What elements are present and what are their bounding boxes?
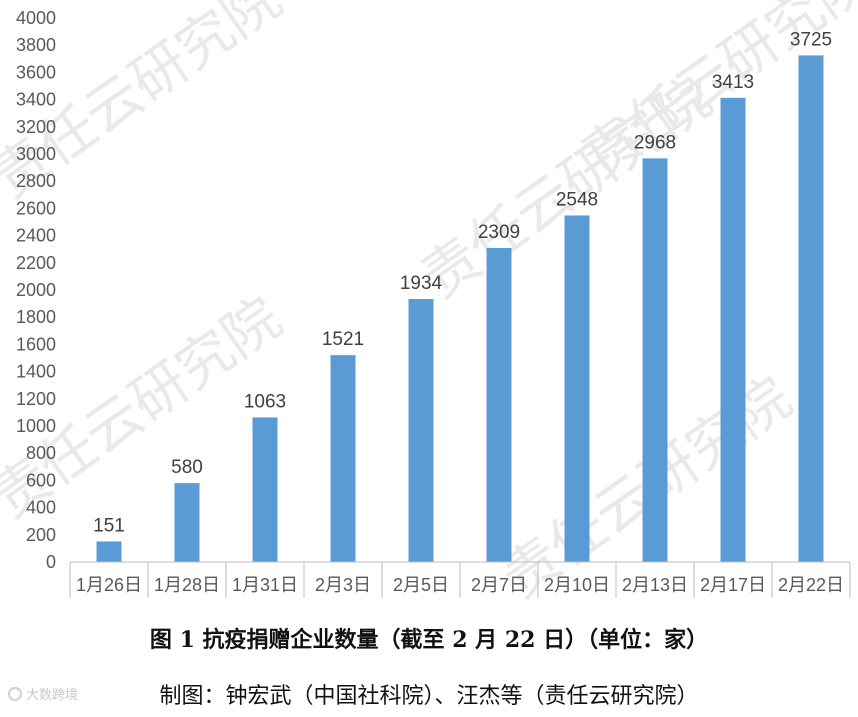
bars <box>96 55 824 563</box>
y-tick-label: 3800 <box>16 35 56 55</box>
x-axis: 1月26日 1月28日 1月31日 2月3日 2月5日 2月7日 2月10日 2月13日 2月1… <box>69 561 851 598</box>
bar-chart: 责任云研究院责任云研究院责任云研究院责任云研究院责任云研究院 020040060… <box>0 0 858 610</box>
y-tick-label: 4000 <box>16 8 56 28</box>
bar <box>642 158 668 563</box>
x-tick-label: 1月31日 <box>232 575 298 595</box>
x-tick-label: 2月5日 <box>393 575 449 595</box>
y-tick-label: 1800 <box>16 307 56 327</box>
bar <box>564 215 590 563</box>
y-tick-label: 1200 <box>16 389 56 409</box>
bar <box>330 355 356 562</box>
data-label: 1063 <box>244 391 286 412</box>
data-labels: 151 580 1063 1521 1934 2309 2548 2968 3413 3725 <box>93 29 832 536</box>
x-tick-label: 2月10日 <box>544 575 610 595</box>
x-tick-label: 2月22日 <box>778 575 844 595</box>
data-label: 2968 <box>634 132 676 153</box>
bar <box>720 97 746 562</box>
bar <box>174 483 200 562</box>
figure-credit: 制图：钟宏武（中国社科院）、汪杰等（责任云研究院） <box>159 684 699 709</box>
data-label: 3725 <box>790 29 832 50</box>
x-tick-label: 2月3日 <box>315 575 371 595</box>
y-tick-label: 2200 <box>16 253 56 273</box>
y-tick-label: 3600 <box>16 62 56 82</box>
bar <box>96 541 122 562</box>
y-axis-ticks: 0 200 400 600 800 1000 1200 1400 1600 1800 2000 220… <box>16 8 56 572</box>
data-label: 580 <box>171 457 203 478</box>
y-tick-label: 1400 <box>16 362 56 382</box>
y-tick-label: 2800 <box>16 171 56 191</box>
y-tick-label: 0 <box>46 552 56 572</box>
bar <box>252 417 278 562</box>
y-tick-label: 2400 <box>16 226 56 246</box>
y-tick-label: 3200 <box>16 117 56 137</box>
data-label: 1521 <box>322 329 364 350</box>
badge-text: 大数跨境 <box>26 688 79 703</box>
x-tick-label: 2月7日 <box>471 575 527 595</box>
data-label: 3413 <box>712 72 754 93</box>
x-tick-label: 2月13日 <box>622 575 688 595</box>
data-label: 151 <box>93 515 125 536</box>
figure-caption: 图 1 抗疫捐赠企业数量（截至 2 月 22 日）（单位：家） <box>149 627 709 653</box>
bar <box>408 298 434 562</box>
badge-logo-icon <box>8 686 22 701</box>
y-tick-label: 2000 <box>16 280 56 300</box>
x-tick-label: 1月28日 <box>154 575 220 595</box>
data-label: 1934 <box>400 273 443 294</box>
y-tick-label: 2600 <box>16 198 56 218</box>
y-tick-label: 200 <box>26 525 56 545</box>
y-tick-label: 1000 <box>16 416 56 436</box>
data-label: 2309 <box>478 222 520 243</box>
data-label: 2548 <box>556 189 598 210</box>
x-tick-label: 1月26日 <box>76 575 142 595</box>
x-tick-label: 2月17日 <box>700 575 766 595</box>
source-badge: 大数跨境 <box>8 684 78 703</box>
bar <box>798 55 824 563</box>
bar <box>486 247 512 562</box>
y-tick-label: 3000 <box>16 144 56 164</box>
y-tick-label: 3400 <box>16 90 56 110</box>
y-tick-label: 400 <box>26 498 56 518</box>
y-tick-label: 1600 <box>16 334 56 354</box>
y-tick-label: 800 <box>26 443 56 463</box>
y-tick-label: 600 <box>26 470 56 490</box>
